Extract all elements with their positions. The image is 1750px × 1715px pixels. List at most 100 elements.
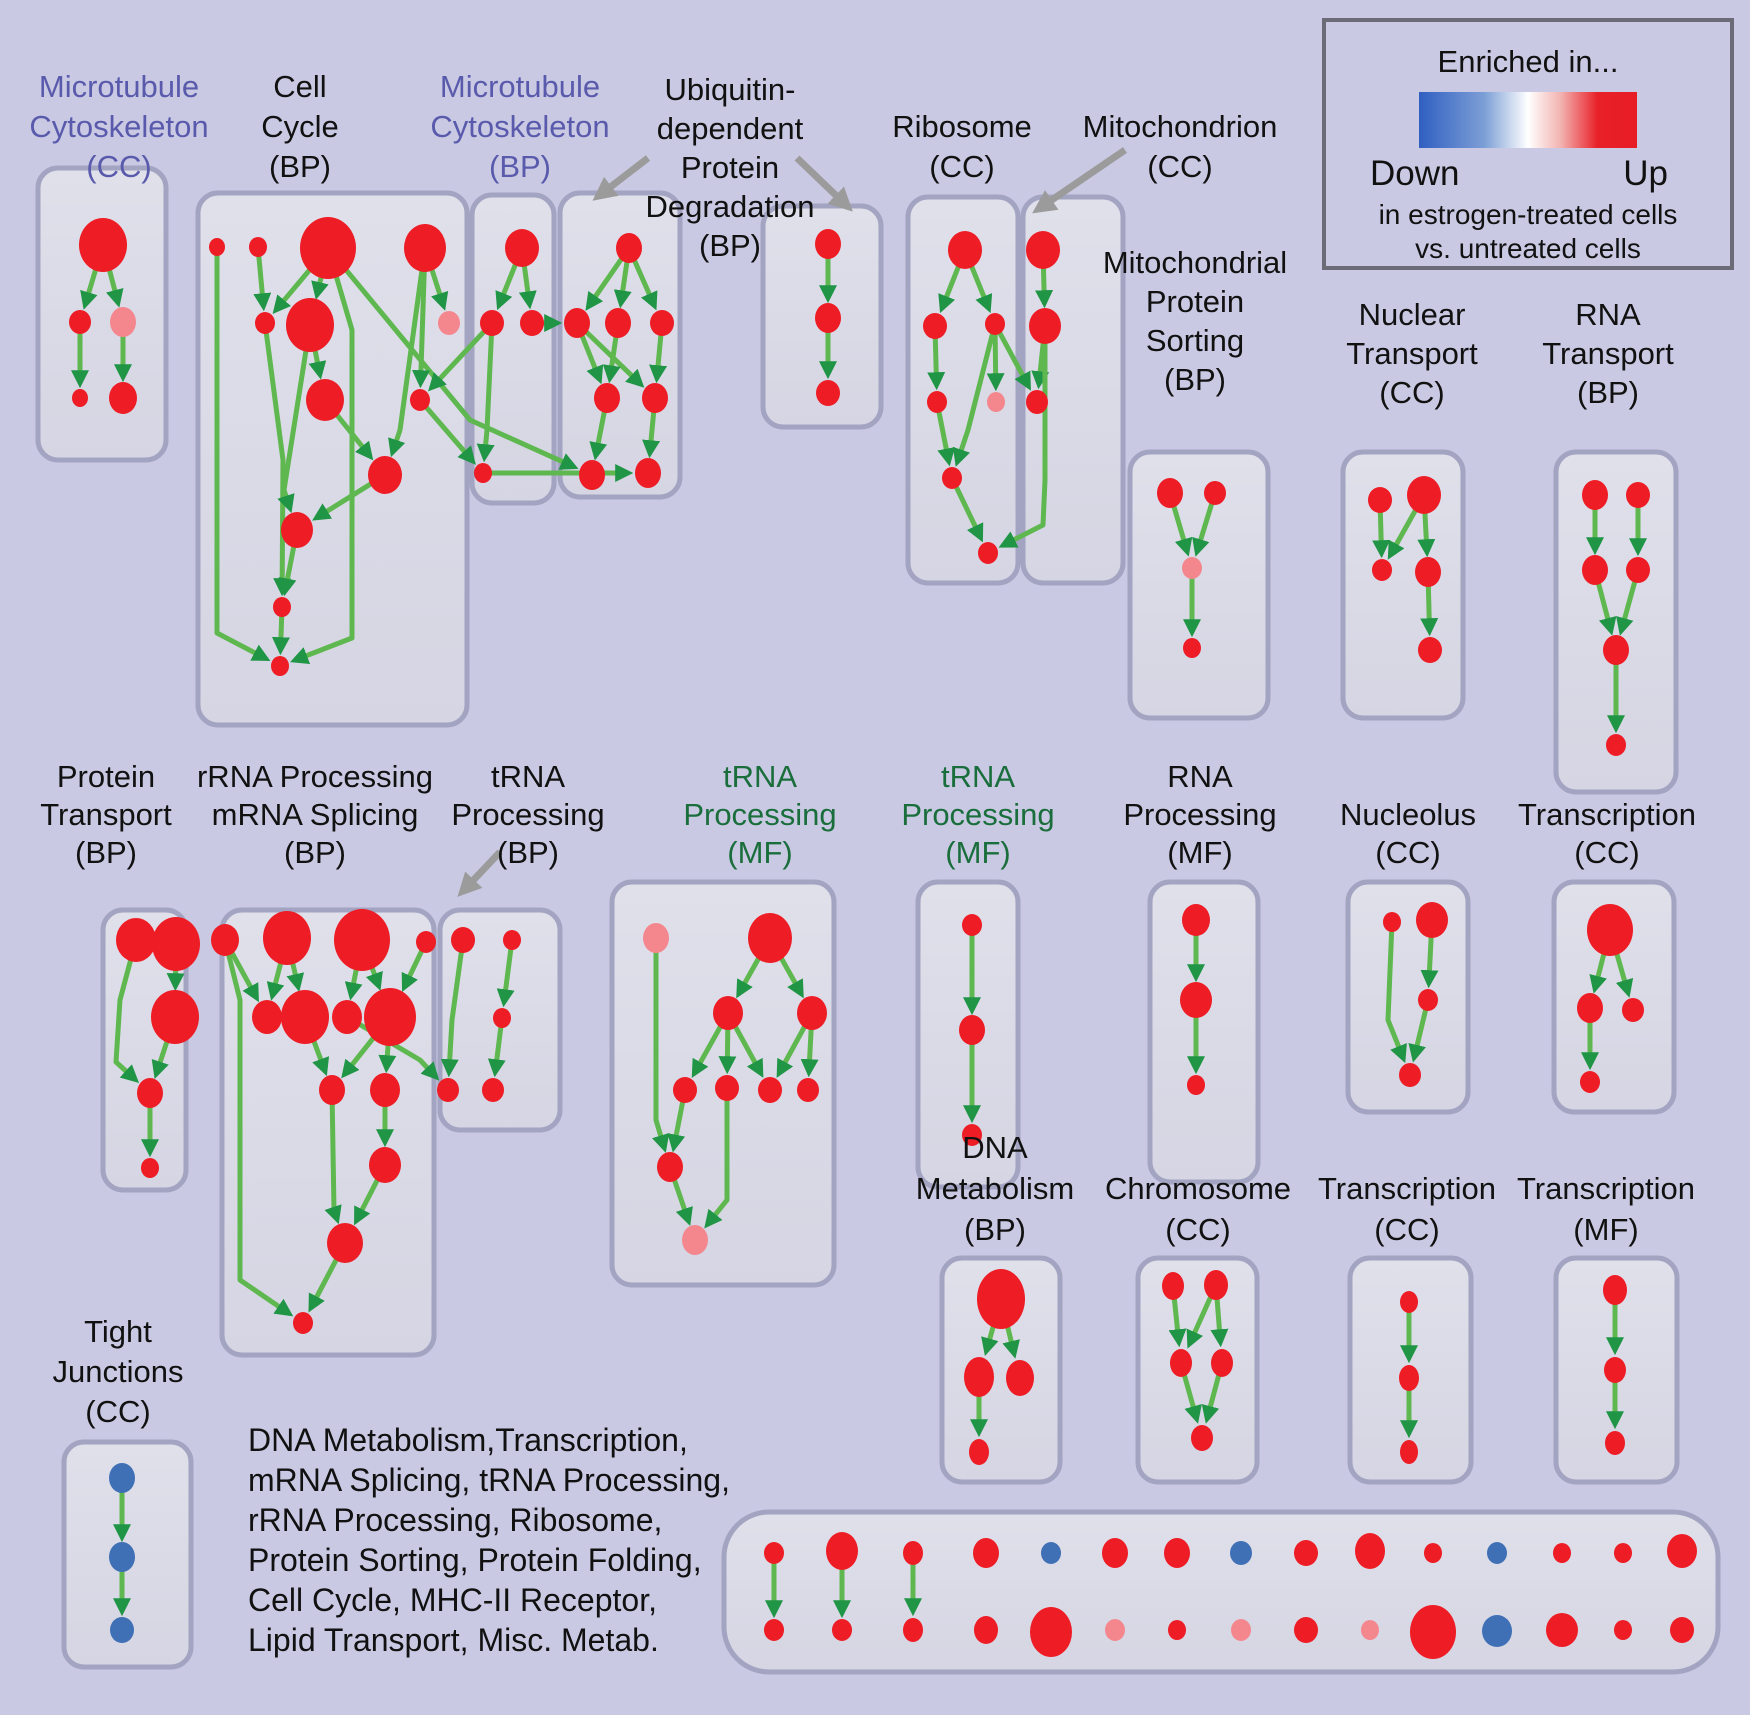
transcription-cc-2-label-line-1: (CC) — [1374, 1212, 1439, 1247]
node-bb11-red — [1410, 1605, 1456, 1659]
group-box-chromosome — [1135, 1255, 1260, 1485]
edge-cc4-cc10 — [388, 247, 428, 458]
ubiquitin-label-line-1: dependent — [657, 111, 804, 146]
edge-mb2-cc9 — [428, 321, 494, 392]
mito-sorting-label-line-0: Mitochondrial — [1103, 245, 1287, 280]
dna-metabolism-label-line-1: Metabolism — [916, 1171, 1075, 1206]
node-q5-red — [1418, 637, 1442, 663]
node-j4-red — [1580, 1071, 1600, 1093]
node-bt12-blue — [1487, 1542, 1507, 1564]
legend-down-label: Down — [1370, 154, 1460, 193]
node-cc5-red — [255, 312, 275, 334]
legend-box: Enriched in... Down Up in estrogen-treat… — [1322, 18, 1734, 270]
edge-cc3-u7 — [326, 246, 579, 470]
transcription-cc-1-label-line-0: Transcription — [1518, 797, 1696, 832]
node-s2-red — [1626, 482, 1650, 508]
edge-cc1-cc13 — [214, 247, 271, 661]
legend-title: Enriched in... — [1437, 44, 1619, 79]
node-tj3-blue — [110, 1617, 134, 1643]
node-r5-pink — [987, 392, 1005, 412]
mito-sorting-label-line-2: Sorting — [1146, 323, 1244, 358]
transcription-cc-2-label-line-0: Transcription — [1318, 1171, 1496, 1206]
node-n2-red — [1399, 1365, 1419, 1391]
node-bb9-red — [1294, 1617, 1318, 1643]
protein-transport-label-line-2: (BP) — [75, 835, 137, 870]
node-cc11-red — [281, 512, 313, 548]
node-bb3-red — [903, 1618, 923, 1642]
node-cc7-pink — [438, 311, 460, 335]
legend-up-label: Up — [1623, 154, 1668, 193]
node-bt15-red — [1667, 1534, 1697, 1568]
mitochondrion-label-line-0: Mitochondrion — [1083, 109, 1278, 144]
node-tb3-red — [493, 1008, 511, 1028]
microtubule-bp-label-line-1: Cytoskeleton — [430, 109, 609, 144]
node-tb5-red — [482, 1078, 504, 1102]
node-i2-red — [1416, 902, 1448, 938]
group-box-misc-cluster — [721, 1509, 1721, 1675]
ubiquitin-label-line-0: Ubiquitin- — [665, 72, 796, 107]
edge-tb2-tb3 — [496, 939, 515, 1008]
node-l2-red — [1204, 1270, 1228, 1300]
node-u6-red — [642, 383, 668, 413]
edge-r3-t3 — [992, 322, 1031, 391]
rna-transport-label-line-1: Transport — [1542, 336, 1674, 371]
node-ru1-red — [319, 1075, 345, 1105]
node-bt1-red — [764, 1542, 784, 1564]
node-rs3-red — [332, 1000, 362, 1034]
node-tb4-red — [437, 1078, 459, 1102]
node-bt13-red — [1553, 1543, 1571, 1563]
dna-metabolism-label-line-0: DNA — [962, 1130, 1028, 1165]
microtubule-bp-label-line-2: (BP) — [489, 149, 551, 184]
edge-tb1-tb4 — [440, 939, 466, 1078]
legend-gradient-bar — [1419, 92, 1637, 148]
node-k4-red — [969, 1439, 989, 1465]
trna-bp-label-line-1: Processing — [451, 797, 604, 832]
node-bb14-red — [1614, 1620, 1632, 1640]
node-bt9-red — [1294, 1540, 1318, 1566]
node-n1-red — [1400, 1291, 1418, 1313]
microtubule-cc-label-line-2: (CC) — [86, 149, 151, 184]
node-f6-red — [715, 1075, 739, 1101]
group-box-mito-sorting — [1127, 449, 1271, 721]
node-bb15-red — [1670, 1617, 1694, 1643]
transcription-mf-label-line-0: Transcription — [1517, 1171, 1695, 1206]
node-bb13-red — [1546, 1613, 1578, 1647]
node-q1-red — [1368, 487, 1392, 513]
group-box-nucleolus — [1345, 879, 1471, 1115]
rna-processing-mf-label-line-1: Processing — [1123, 797, 1276, 832]
label-pointer-arrow-1 — [794, 155, 853, 212]
node-bt3-red — [903, 1541, 923, 1565]
node-bb8-pink — [1231, 1619, 1251, 1641]
node-tj1-blue — [109, 1463, 135, 1493]
nucleolus-label-line-1: (CC) — [1375, 835, 1440, 870]
node-r4-red — [927, 391, 947, 413]
edge-u2-u6 — [575, 321, 645, 388]
mitochondrion-label-line-1: (CC) — [1147, 149, 1212, 184]
node-s3-red — [1582, 555, 1608, 585]
node-mc5-red — [109, 382, 137, 414]
rna-processing-mf-label-line-0: RNA — [1167, 759, 1233, 794]
node-t2-red — [1029, 308, 1061, 344]
node-g3-red — [962, 1124, 982, 1146]
microtubule-cc-label-line-1: Cytoskeleton — [29, 109, 208, 144]
label-pointer-arrow-2 — [1032, 147, 1127, 214]
group-box-nuclear-transport — [1340, 449, 1466, 721]
node-mb1-red — [505, 229, 539, 267]
chromosome-label-line-1: (CC) — [1165, 1212, 1230, 1247]
node-k2-red — [964, 1357, 994, 1397]
node-bb12-blue — [1482, 1615, 1512, 1647]
node-tb1-red — [451, 927, 475, 953]
nucleolus-label-line-0: Nucleolus — [1340, 797, 1476, 832]
trna-bp-label-line-2: (BP) — [497, 835, 559, 870]
node-t3-red — [1026, 390, 1048, 414]
node-j2-red — [1577, 993, 1603, 1023]
trna-mf-2-label-line-1: Processing — [901, 797, 1054, 832]
node-u4-red — [650, 310, 674, 336]
node-u3-red — [605, 308, 631, 338]
node-cc12-red — [273, 597, 291, 617]
node-cc8-red — [306, 379, 344, 421]
node-u5-red — [594, 383, 620, 413]
trna-mf-1-label-line-2: (MF) — [727, 835, 792, 870]
node-v2-red — [815, 303, 841, 333]
